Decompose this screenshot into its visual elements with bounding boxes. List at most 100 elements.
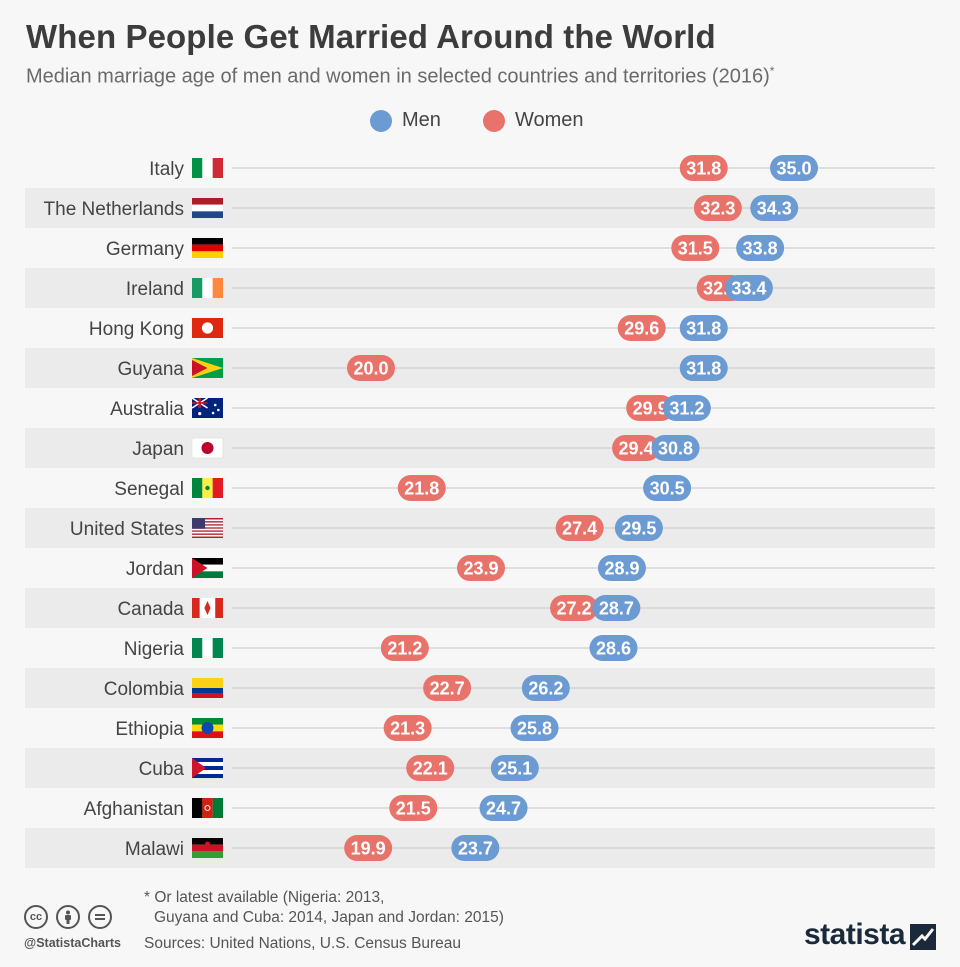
men-value-label: 28.6 xyxy=(596,639,631,659)
men-value-label: 31.8 xyxy=(686,319,721,339)
country-label: Germany xyxy=(106,239,185,260)
chart-row: Colombia 22.7 26.2 xyxy=(25,668,935,708)
australia-flag xyxy=(191,397,223,418)
men-value-marker: 31.8 xyxy=(679,315,728,341)
dot-chart: Italy 31.8 35.0 The Netherlands 32.3 34.3 Germ… xyxy=(25,155,935,868)
women-value-label: 22.7 xyxy=(430,679,465,699)
men-value-pill xyxy=(662,395,711,421)
women-value-marker: 29.6 xyxy=(617,315,666,341)
statista-logo-icon xyxy=(910,924,936,950)
country-label: Colombia xyxy=(104,679,185,700)
chart-row: Italy 31.8 35.0 xyxy=(149,155,935,181)
men-value-marker: 31.8 xyxy=(679,355,728,381)
men-value-marker: 26.2 xyxy=(521,675,570,701)
statista-logo[interactable]: statista xyxy=(804,918,906,951)
chart-row: Afghanistan 21.5 24.7 xyxy=(84,795,935,821)
cc-icon: cc xyxy=(24,905,48,929)
country-label: Guyana xyxy=(117,359,184,380)
nd-icon xyxy=(88,905,112,929)
women-value-marker: 27.2 xyxy=(550,595,599,621)
men-value-label: 30.8 xyxy=(658,439,693,459)
chart-row: Japan 29.4 30.8 xyxy=(25,428,935,468)
chart-title: When People Get Married Around the World xyxy=(26,18,716,55)
women-value-pill xyxy=(423,675,472,701)
country-label: Cuba xyxy=(139,759,185,780)
men-value-pill xyxy=(614,515,663,541)
women-value-marker: 22.7 xyxy=(423,675,472,701)
chart-subtitle: Median marriage age of men and women in … xyxy=(26,64,774,89)
men-value-marker: 33.4 xyxy=(724,275,773,301)
men-value-label: 31.8 xyxy=(686,359,721,379)
men-value-label: 24.7 xyxy=(486,799,521,819)
men-value-pill xyxy=(597,555,646,581)
chart-row: Australia 29.9 31.2 xyxy=(110,395,935,421)
netherlands-flag xyxy=(192,198,223,219)
men-value-pill xyxy=(679,355,728,381)
men-value-pill xyxy=(592,595,641,621)
malawi-flag xyxy=(192,838,223,859)
women-value-marker: 27.4 xyxy=(555,515,604,541)
colombia-flag xyxy=(192,678,223,698)
men-value-pill xyxy=(490,755,539,781)
men-value-pill xyxy=(651,435,700,461)
footnote: * Or latest available (Nigeria: 2013, Gu… xyxy=(144,888,504,928)
men-value-pill xyxy=(770,155,818,181)
germany-flag xyxy=(192,238,223,259)
country-label: Australia xyxy=(110,399,184,420)
women-value-marker: 31.5 xyxy=(671,235,720,261)
women-value-label: 29.6 xyxy=(624,319,659,339)
men-value-label: 28.9 xyxy=(604,559,639,579)
women-value-pill xyxy=(555,515,604,541)
women-value-pill xyxy=(347,355,395,381)
men-value-marker: 28.9 xyxy=(597,555,646,581)
women-value-label: 29.9 xyxy=(633,399,668,419)
women-value-pill xyxy=(671,235,720,261)
men-value-marker: 34.3 xyxy=(750,195,799,221)
footnote-line-2: Guyana and Cuba: 2014, Japan and Jordan:… xyxy=(154,909,504,926)
country-label: Senegal xyxy=(114,479,184,500)
women-value-label: 21.5 xyxy=(396,799,431,819)
legend: Men Women xyxy=(0,109,960,137)
men-value-marker: 29.5 xyxy=(614,515,663,541)
legend-item-men: Men xyxy=(370,109,441,132)
twitter-handle[interactable]: @StatistaCharts xyxy=(24,936,121,950)
men-value-label: 34.3 xyxy=(757,199,792,219)
women-value-label: 27.2 xyxy=(557,599,592,619)
country-label: Ireland xyxy=(126,279,184,300)
jordan-flag xyxy=(192,558,223,579)
legend-label-men: Men xyxy=(402,109,441,131)
senegal-flag xyxy=(192,478,224,498)
women-value-pill xyxy=(397,475,446,501)
men-value-pill xyxy=(643,475,692,501)
ireland-flag xyxy=(192,278,224,298)
legend-dot-men xyxy=(370,109,392,132)
women-value-marker: 21.8 xyxy=(397,475,446,501)
chart-row: Canada 27.2 28.7 xyxy=(25,588,935,628)
subtitle-footnote-mark: * xyxy=(769,64,775,78)
ethiopia-flag xyxy=(192,718,223,739)
country-label: Malawi xyxy=(125,839,184,860)
chart-row: Senegal 21.8 30.5 xyxy=(114,475,935,501)
footnote-line-1: * Or latest available (Nigeria: 2013, xyxy=(144,889,385,906)
canada-flag xyxy=(192,598,223,618)
women-value-pill xyxy=(693,195,742,221)
chart-row: Ethiopia 21.3 25.8 xyxy=(115,715,935,741)
legend-label-women: Women xyxy=(515,109,584,131)
men-value-label: 25.1 xyxy=(497,759,532,779)
men-value-label: 29.5 xyxy=(621,519,656,539)
men-value-marker: 35.0 xyxy=(770,155,818,181)
cuba-flag xyxy=(192,758,223,779)
chart-row: Germany 31.5 33.8 xyxy=(106,235,935,261)
women-value-marker: 23.9 xyxy=(456,555,505,581)
women-value-marker: 21.5 xyxy=(389,795,438,821)
men-value-label: 26.2 xyxy=(528,679,563,699)
japan-flag xyxy=(191,437,224,459)
chart-row: The Netherlands 32.3 34.3 xyxy=(25,188,935,228)
women-value-label: 32.3 xyxy=(700,199,735,219)
by-icon xyxy=(56,905,80,929)
women-value-label: 21.2 xyxy=(387,639,422,659)
men-value-pill xyxy=(736,235,785,261)
women-value-marker: 29.4 xyxy=(612,435,661,461)
women-value-label: 29.4 xyxy=(619,439,654,459)
men-value-label: 31.2 xyxy=(669,399,704,419)
